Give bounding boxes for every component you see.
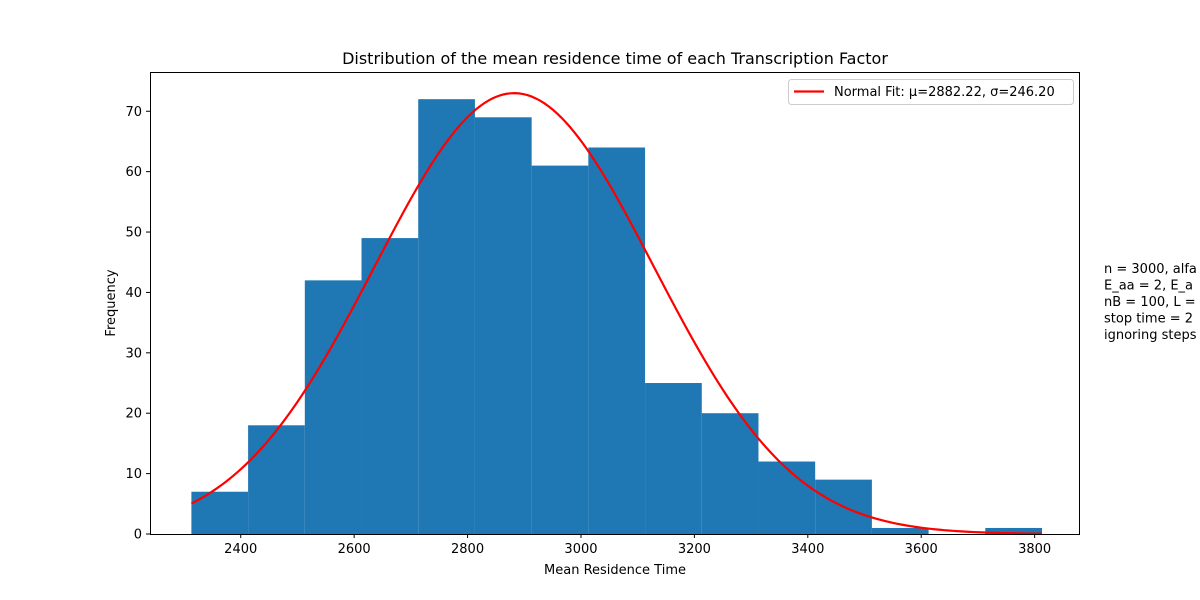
x-axis-label: Mean Residence Time — [544, 563, 686, 578]
histogram-bar — [248, 425, 305, 534]
normal-fit-curve — [190, 92, 1043, 535]
y-tick-label: 20 — [125, 407, 142, 422]
y-tick-label: 10 — [125, 467, 142, 482]
parameters-annotation: n = 3000, alfa E_aa = 2, E_anB = 100, L =… — [1104, 262, 1197, 343]
legend-label: Normal Fit: μ=2882.22, σ=246.20 — [834, 85, 1055, 100]
y-tick-label: 60 — [125, 165, 142, 180]
annotation-line: nB = 100, L = — [1104, 295, 1196, 310]
annotation-line: ignoring steps — [1104, 328, 1197, 343]
y-tick-label: 0 — [134, 528, 142, 543]
histogram-bars — [191, 99, 1043, 535]
histogram-bar — [701, 413, 759, 534]
legend-box — [788, 79, 1074, 105]
annotation-line: n = 3000, alfa — [1104, 262, 1197, 277]
plot-area-frame — [150, 72, 1080, 535]
histogram-bar — [985, 527, 1043, 534]
chart-title: Distribution of the mean residence time … — [342, 49, 888, 68]
histogram-bar — [531, 165, 589, 534]
histogram-bar — [645, 383, 702, 534]
histogram-bar — [304, 280, 362, 534]
histogram-bar — [871, 527, 929, 534]
x-tick-label: 3800 — [1018, 542, 1051, 557]
annotation-line: E_aa = 2, E_a — [1104, 279, 1193, 294]
y-axis-ticks: 0 10 20 30 40 50 60 70 — [125, 105, 150, 543]
y-tick-label: 50 — [125, 226, 142, 241]
annotation-line: stop time = 2 — [1104, 312, 1193, 327]
x-tick-label: 2400 — [224, 542, 257, 557]
x-tick-label: 3400 — [791, 542, 824, 557]
histogram-bar — [588, 147, 646, 535]
y-tick-label: 30 — [125, 346, 142, 361]
histogram-bar — [758, 461, 816, 534]
histogram-bar — [418, 99, 475, 535]
y-tick-label: 70 — [125, 105, 142, 120]
x-axis-ticks: 2400 2600 2800 3000 3200 3400 3600 3800 — [224, 534, 1051, 557]
x-tick-label: 2800 — [451, 542, 484, 557]
x-tick-label: 3600 — [905, 542, 938, 557]
legend: Normal Fit: μ=2882.22, σ=246.20 — [788, 79, 1074, 105]
y-tick-label: 40 — [125, 286, 142, 301]
histogram-bar — [474, 117, 532, 534]
x-tick-label: 3000 — [564, 542, 597, 557]
y-axis-label: Frequency — [104, 269, 119, 336]
x-tick-label: 3200 — [678, 542, 711, 557]
x-tick-label: 2600 — [338, 542, 371, 557]
histogram-bar — [361, 238, 419, 534]
